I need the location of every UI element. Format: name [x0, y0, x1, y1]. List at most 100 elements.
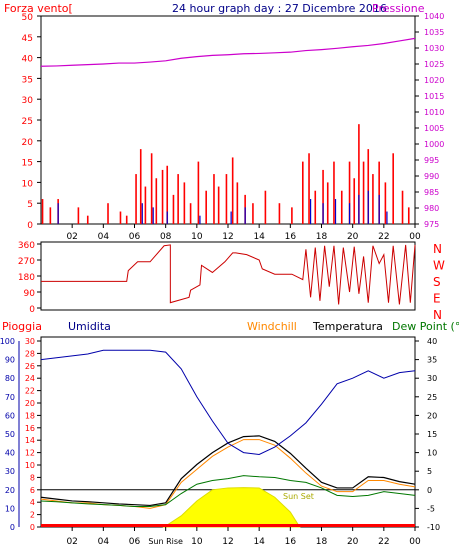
wind-axis-tick-label: 40 [22, 55, 34, 65]
rain-axis-tick-label: 22 [25, 387, 35, 396]
wind-bar [225, 174, 228, 224]
gust-bar [244, 207, 246, 224]
wind-axis-tick-label: 45 [22, 34, 33, 44]
rain-axis-tick-label: 18 [25, 411, 35, 420]
wind-bar [378, 161, 380, 224]
humidity-axis-tick-label: 80 [5, 374, 15, 383]
wind-bar [155, 178, 158, 224]
sun-area [162, 487, 301, 528]
pressure-axis-tick-label: 990 [424, 172, 439, 181]
direction-compass-label: N [433, 242, 442, 256]
sunset-label: Sun Set [283, 492, 314, 501]
humidity-axis-tick-label: 20 [5, 486, 15, 495]
gust-bar [141, 203, 143, 224]
rain-axis-tick-label: 0 [30, 523, 35, 532]
wind-bar [172, 194, 175, 224]
wind-bar [205, 190, 207, 224]
humidity-axis-tick-label: 10 [5, 504, 15, 513]
wind-bar [217, 186, 220, 224]
rain-axis-tick-label: 20 [25, 399, 35, 408]
gust-bar [57, 203, 59, 224]
temp-axis-tick-label: 40 [427, 337, 437, 346]
rain-axis-tick-label: 16 [25, 424, 35, 433]
rain-bar-baseline [41, 524, 415, 527]
wind-axis-tick-label: 35 [22, 75, 33, 85]
gust-bar [166, 211, 168, 224]
panel3-x-tick-label: 02 [66, 537, 77, 547]
pressure-axis-tick-label: 1035 [424, 28, 444, 37]
direction-axis-tick-label: 90 [24, 289, 36, 299]
panel1-x-tick-label: 10 [191, 232, 203, 242]
rain-axis-tick-label: 2 [30, 511, 35, 520]
wind-bar [353, 178, 356, 224]
temp-axis-tick-label: -10 [427, 523, 440, 532]
wind-bar [77, 207, 80, 224]
wind-bar [231, 157, 234, 224]
wind-bar [41, 199, 44, 224]
temp-axis-tick-label: 20 [427, 411, 437, 420]
direction-compass-label: E [433, 292, 441, 306]
panel3-x-tick-label: 04 [98, 537, 110, 547]
temp-axis-tick-label: 30 [427, 374, 437, 383]
direction-axis-tick-label: 360 [18, 241, 35, 251]
temperature-label: Temperatura [312, 320, 383, 333]
panel1-x-tick-label: 12 [222, 232, 233, 242]
wind-bar [252, 203, 254, 224]
wind-bar [264, 190, 267, 224]
wind-bar [166, 165, 169, 224]
wind-bar [197, 161, 200, 224]
wind-axis-tick-label: 10 [22, 179, 34, 189]
temp-axis-tick-label: -5 [427, 504, 435, 513]
rain-label: Pioggia [2, 320, 42, 333]
wind-bar [308, 153, 310, 224]
temp-axis-tick-label: 0 [427, 486, 432, 495]
pressure-axis-tick-label: 980 [424, 204, 439, 213]
rain-axis-tick-label: 28 [25, 349, 35, 358]
rain-axis-tick-label: 12 [25, 449, 35, 458]
wind-bar [314, 190, 317, 224]
pressure-axis-tick-label: 995 [424, 156, 439, 165]
panel1-x-tick-label: 16 [285, 232, 297, 242]
pressure-axis-tick-label: 1000 [424, 140, 444, 149]
wind-axis-label: Forza vento[ [4, 2, 73, 15]
wind-axis-tick-label: 50 [22, 13, 34, 23]
gust-bar [309, 199, 312, 224]
wind-bar [125, 215, 128, 224]
panel3-x-tick-label: 22 [378, 537, 389, 547]
panel1-x-tick-label: 00 [409, 232, 421, 242]
direction-compass-label: N [433, 308, 442, 322]
rain-axis-tick-label: 14 [25, 436, 35, 445]
dewpoint-line [40, 475, 416, 508]
gust-bar [322, 203, 324, 224]
wind-axis-tick-label: 5 [27, 200, 33, 210]
wind-bar [326, 182, 329, 224]
humidity-axis-tick-label: 40 [5, 449, 15, 458]
panel3-x-tick-label: 18 [316, 537, 328, 547]
rain-axis-tick-label: 4 [30, 498, 35, 507]
pressure-axis-tick-label: 1015 [424, 92, 444, 101]
rain-axis-tick-label: 6 [30, 486, 35, 495]
wind-bar [302, 161, 304, 224]
panel1-x-tick-label: 04 [98, 232, 110, 242]
panel3-x-tick-label: 16 [285, 537, 297, 547]
panel3-x-tick-label: 00 [409, 537, 421, 547]
direction-axis-tick-label: 0 [29, 305, 35, 315]
pressure-axis-tick-label: 1030 [424, 44, 444, 53]
wind-bar [119, 211, 122, 224]
wind-bar [86, 215, 89, 224]
panel1-x-tick-label: 02 [66, 232, 77, 242]
direction-compass-label: S [433, 275, 441, 289]
wind-bar [49, 207, 52, 224]
wind-bar [278, 203, 281, 224]
pressure-axis-tick-label: 1040 [424, 12, 444, 21]
panel1-wind-pressure: 0510152025303540455097598098599099510001… [22, 12, 445, 242]
wind-bar [358, 124, 360, 224]
wind-bar [384, 182, 387, 224]
wind-bar [291, 207, 293, 224]
wind-bar [348, 161, 351, 224]
gust-bar [334, 199, 337, 224]
wind-axis-tick-label: 0 [27, 221, 33, 231]
wind-axis-tick-label: 15 [22, 159, 33, 169]
gust-bar [358, 194, 360, 224]
